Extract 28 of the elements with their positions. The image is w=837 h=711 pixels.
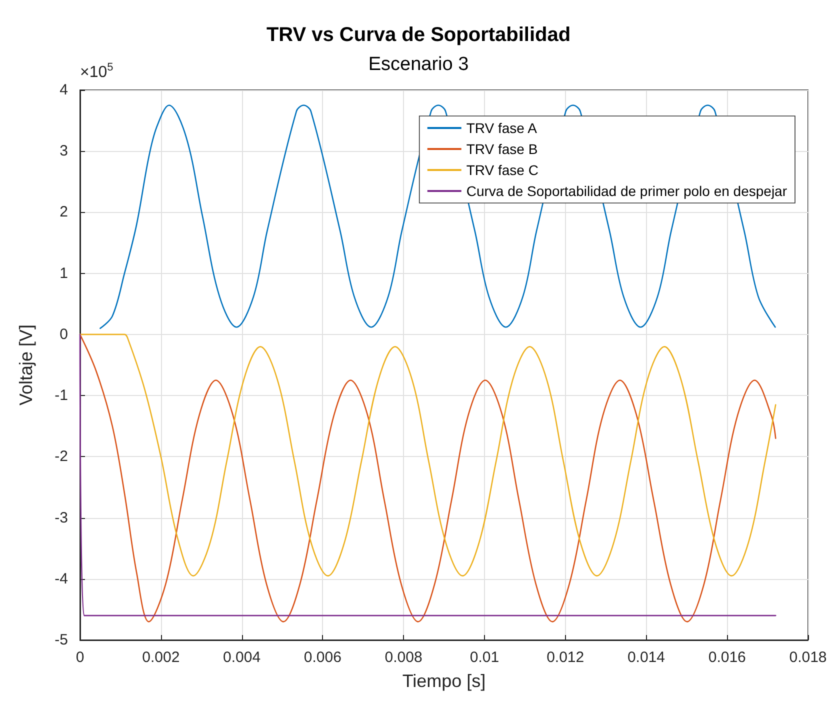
- y-tick-label: -5: [54, 632, 68, 648]
- x-tick-label: 0.002: [142, 649, 180, 666]
- x-tick-label: 0.014: [627, 649, 665, 666]
- legend-label: TRV fase C: [466, 162, 538, 178]
- x-tick-label: 0.016: [708, 649, 746, 666]
- y-tick-label: -1: [54, 387, 68, 404]
- y-tick-label: 1: [60, 264, 68, 282]
- x-axis-title: Tiempo [s]: [402, 671, 486, 691]
- y-axis-title: Voltaje [V]: [16, 324, 36, 406]
- x-tick-label: 0.012: [546, 649, 584, 666]
- y-tick-label: -3: [54, 509, 68, 526]
- y-tick-label: 4: [60, 82, 68, 98]
- y-tick-label: 0: [60, 326, 68, 343]
- x-tick-label: 0.006: [304, 649, 342, 666]
- y-tick-label: 2: [60, 204, 68, 221]
- legend-label: Curva de Soportabilidad de primer polo en despejar: [466, 183, 788, 199]
- y-tick-label: -2: [54, 448, 68, 466]
- y-tick-label: -4: [54, 570, 68, 588]
- chart-subtitle: Escenario 3: [368, 54, 469, 75]
- x-tick-label: 0.008: [384, 649, 422, 666]
- x-tick-label: 0.004: [223, 649, 261, 666]
- y-tick-label: 3: [60, 142, 68, 160]
- x-tick-label: 0.01: [470, 649, 500, 666]
- legend-label: TRV fase B: [466, 141, 538, 157]
- legend-label: TRV fase A: [466, 120, 538, 136]
- x-tick-label: 0: [76, 649, 84, 666]
- x-tick-label: 0.018: [789, 649, 827, 666]
- chart-title: TRV vs Curva de Soportabilidad: [266, 24, 571, 46]
